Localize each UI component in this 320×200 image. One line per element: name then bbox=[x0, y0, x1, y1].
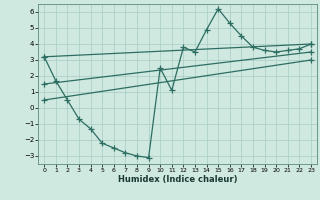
X-axis label: Humidex (Indice chaleur): Humidex (Indice chaleur) bbox=[118, 175, 237, 184]
